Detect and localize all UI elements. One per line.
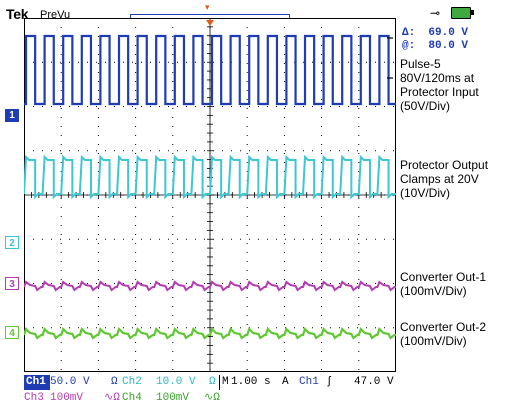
- ch4-bandwidth-icon: ∿Ω: [204, 392, 220, 404]
- trigger-position-icon: ▾: [205, 2, 210, 12]
- channel-2-trace: [24, 154, 396, 200]
- delta-label: Δ:: [402, 27, 416, 39]
- ch1-impedance-icon: Ω: [111, 376, 118, 388]
- plug-icon: ⊸: [430, 6, 441, 20]
- channel-3-marker[interactable]: 3: [5, 277, 19, 290]
- channel-3-trace: [24, 280, 396, 292]
- timebase-value[interactable]: 1.00 s: [231, 376, 271, 388]
- ch2-impedance-icon: Ω: [209, 376, 216, 388]
- annotation-converter-out-2: Converter Out-2 (100mV/Div): [400, 320, 487, 348]
- annotation-pulse-input: Pulse-5 80V/120ms at Protector Input (50…: [400, 57, 479, 113]
- ch4-scale: 100mV: [156, 392, 190, 404]
- ch1-label[interactable]: Ch1: [24, 375, 50, 390]
- cursor-markers: [387, 37, 393, 79]
- timebase-label: M: [219, 375, 229, 390]
- battery-terminal: [471, 10, 474, 15]
- cursor-position-readout: @: 80.0 V: [402, 40, 468, 52]
- ch3-scale: 100mV: [50, 392, 84, 404]
- ch3-bandwidth-icon: ∿Ω: [104, 392, 120, 404]
- trigger-mode-label: A: [282, 376, 289, 388]
- waveform-display[interactable]: [24, 18, 396, 372]
- delta-value: 69.0 V: [428, 27, 469, 39]
- ch1-scale: 50.0 V: [50, 376, 90, 388]
- trigger-source[interactable]: Ch1: [299, 376, 319, 388]
- trigger-edge-icon: ʃ: [326, 376, 333, 388]
- ch2-label[interactable]: Ch2: [122, 376, 142, 388]
- ch4-label[interactable]: Ch4: [122, 392, 142, 404]
- channel-1-marker[interactable]: 1: [5, 109, 19, 122]
- position-value: 80.0 V: [428, 40, 469, 52]
- channel-2-marker[interactable]: 2: [5, 236, 19, 249]
- waveform-traces: [24, 20, 396, 340]
- channel-4-marker[interactable]: 4: [5, 326, 19, 339]
- annotation-protector-output: Protector Output Clamps at 20V (10V/Div): [400, 158, 489, 200]
- battery-icon: [451, 7, 471, 19]
- channel-1-trace: [24, 34, 396, 106]
- trigger-icon: [206, 20, 214, 26]
- trigger-level[interactable]: 47.0 V: [354, 376, 394, 388]
- status-bar: Ch1 50.0 V Ω Ch2 10.0 V Ω M 1.00 s A Ch1…: [24, 374, 404, 408]
- ch2-scale: 10.0 V: [156, 376, 196, 388]
- brand-logo: Tek: [6, 6, 29, 22]
- position-label: @:: [402, 40, 416, 52]
- channel-4-trace: [24, 326, 396, 340]
- cursor-delta-readout: Δ: 69.0 V: [402, 27, 468, 39]
- ch3-label[interactable]: Ch3: [24, 392, 44, 404]
- annotation-converter-out-1: Converter Out-1 (100mV/Div): [400, 270, 487, 298]
